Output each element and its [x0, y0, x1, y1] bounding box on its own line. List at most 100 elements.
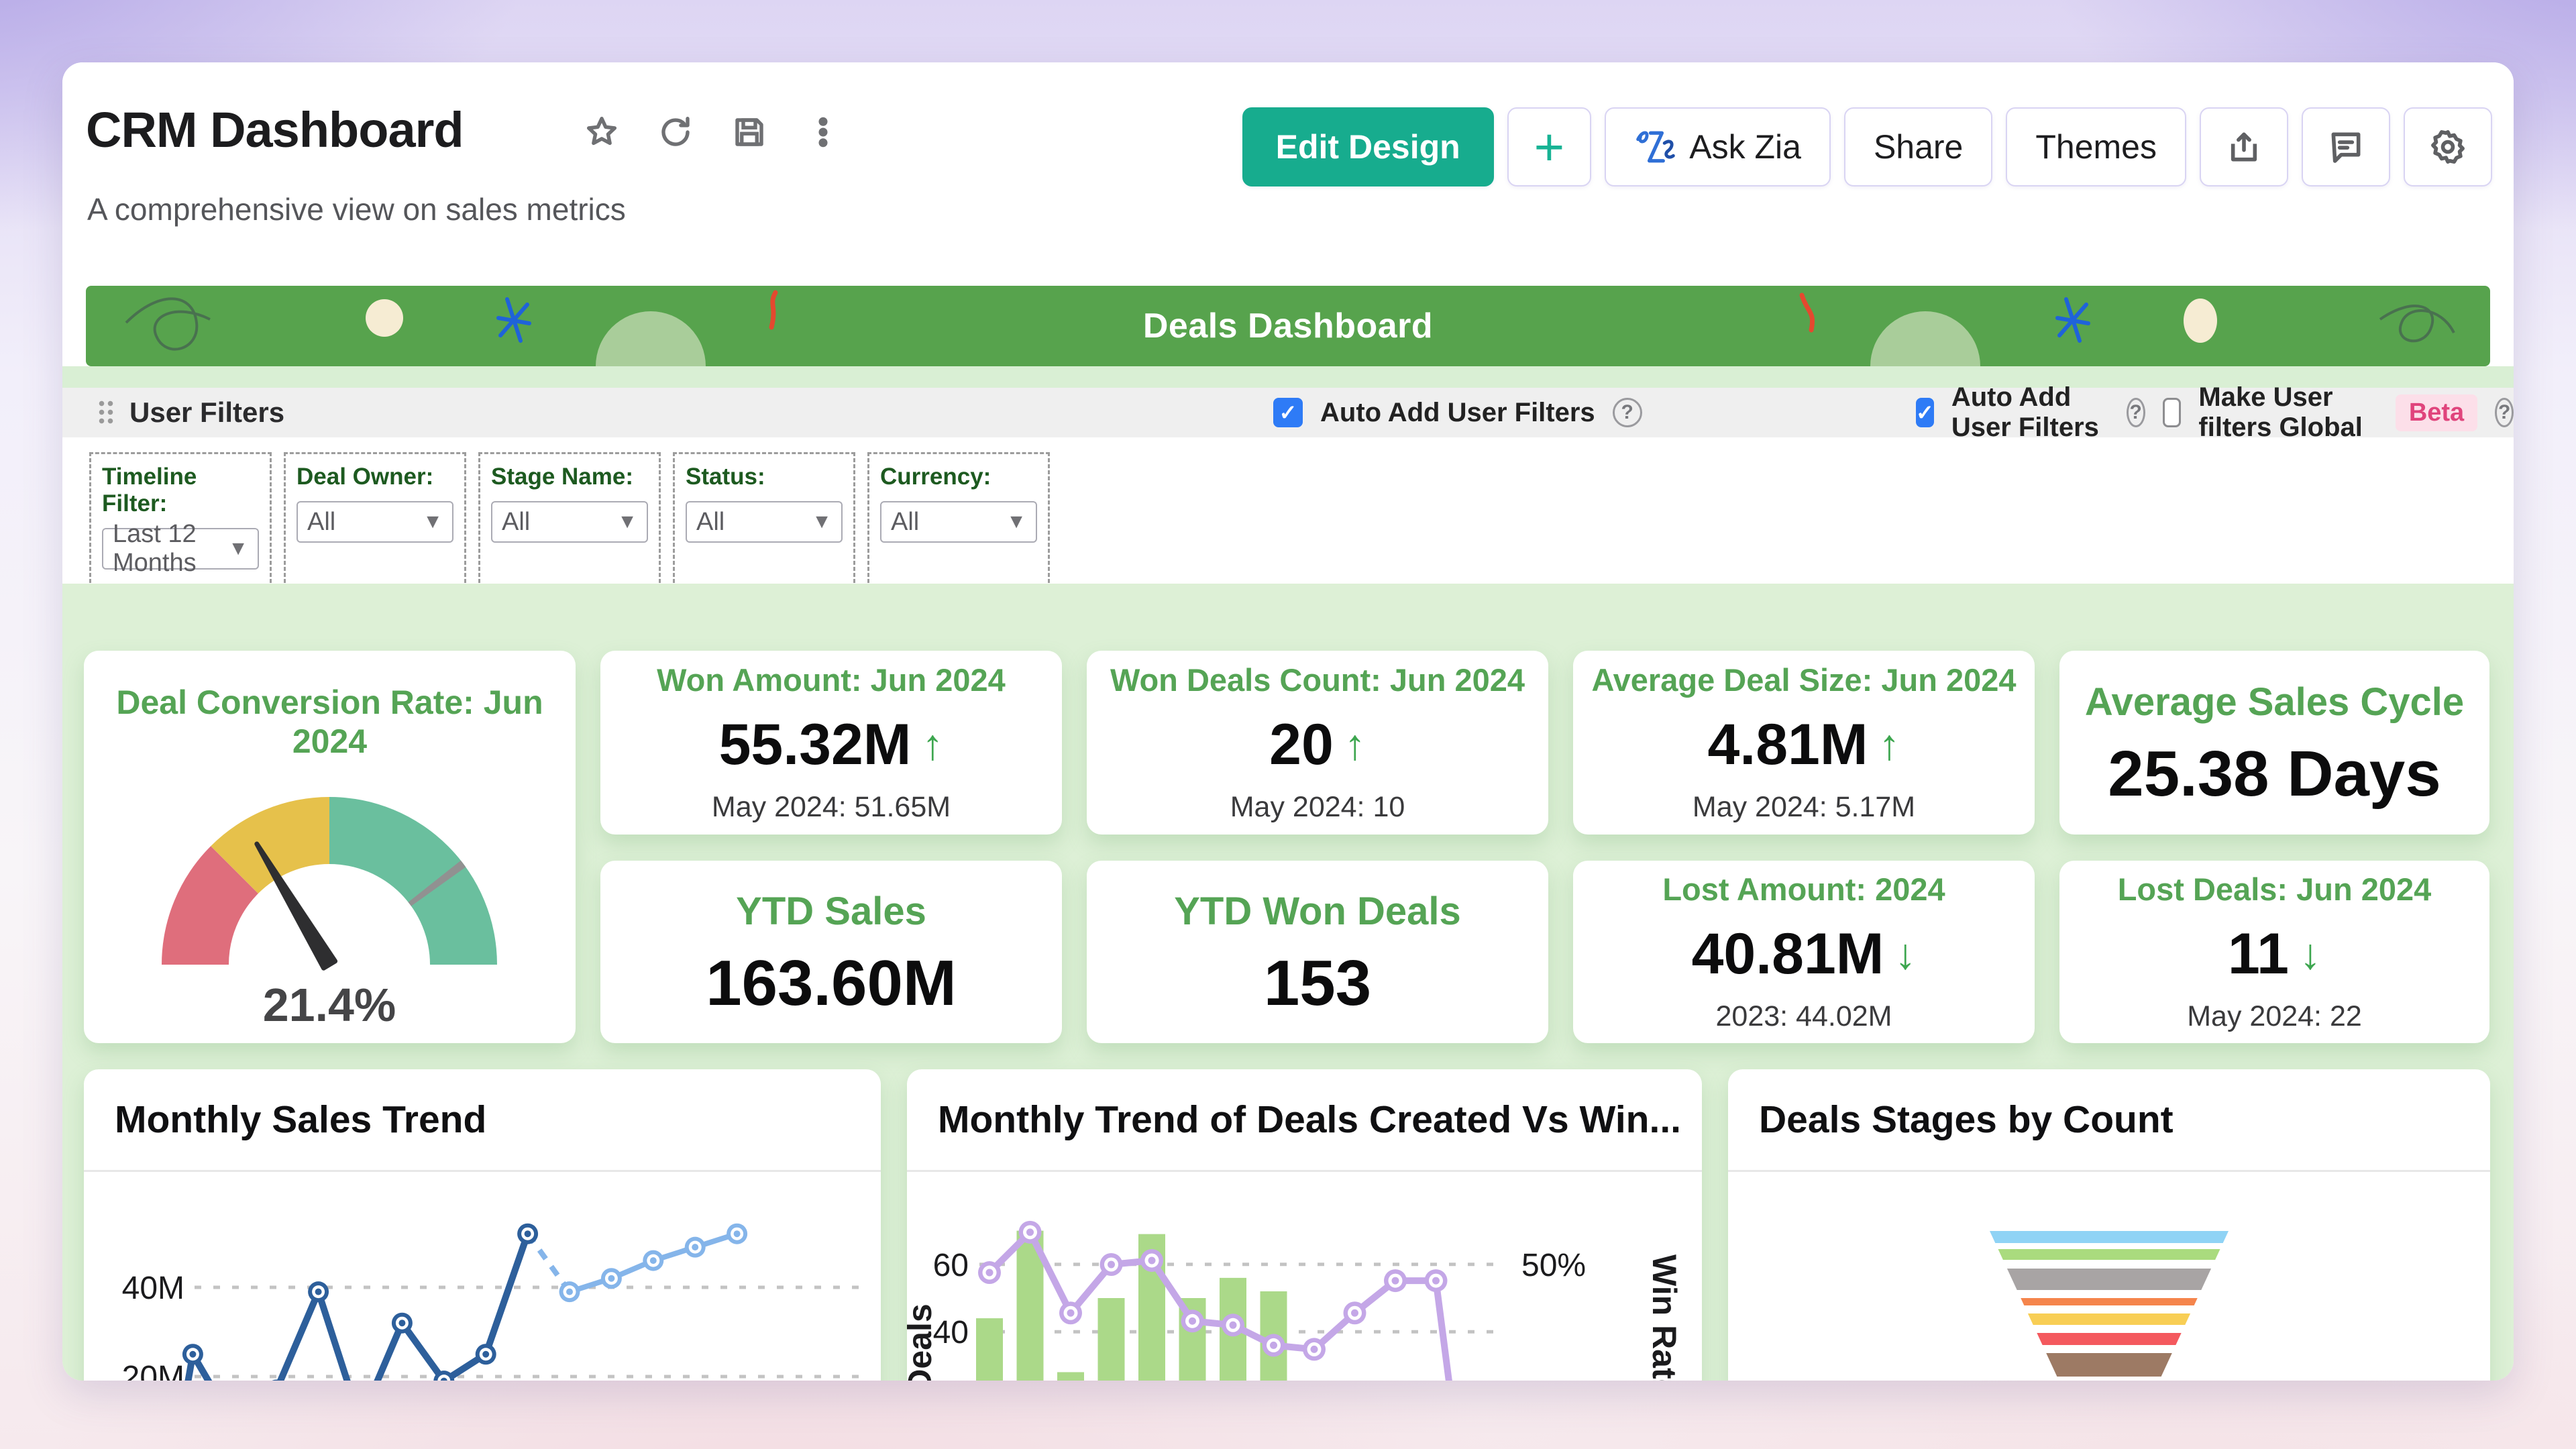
- charts-row: Monthly Sales Trend 40M 20M Monthly Trend…: [84, 1069, 2492, 1381]
- filter-box-4: Currency: All ▼: [867, 452, 1050, 601]
- refresh-icon[interactable]: [656, 113, 695, 152]
- filter-box-1: Deal Owner: All ▼: [284, 452, 466, 601]
- monthly-sales-trend-chart: 40M 20M: [84, 1174, 881, 1381]
- filter-label: Stage Name:: [491, 464, 648, 490]
- header: CRM Dashboard A comprehensive view on sa…: [62, 62, 2514, 286]
- down-arrow-icon: ↓: [2300, 932, 2321, 975]
- filter-select-value: All: [891, 508, 919, 537]
- filter-box-2: Stage Name: All ▼: [478, 452, 661, 601]
- banner-title: Deals Dashboard: [86, 306, 2490, 346]
- auto-add-checkbox-2[interactable]: ✓: [1916, 398, 1934, 427]
- auto-add-label-2: Auto Add User Filters: [1951, 382, 2109, 443]
- deals-stages-funnel-chart: [1728, 1174, 2490, 1381]
- svg-text:40M: 40M: [122, 1271, 184, 1306]
- up-arrow-icon: ↑: [922, 723, 943, 766]
- chevron-down-icon: ▼: [617, 511, 637, 533]
- chart-card-deals-vs-win-rate: Monthly Trend of Deals Created Vs Win...…: [907, 1069, 1702, 1381]
- export-icon: [2225, 128, 2263, 166]
- ask-zia-button[interactable]: Ask Zia: [1605, 107, 1831, 186]
- help-icon-1[interactable]: ?: [1613, 398, 1642, 427]
- svg-text:Win Rate %: Win Rate %: [1646, 1254, 1683, 1381]
- auto-add-filters-group-2: ✓ Auto Add User Filters ? Make User filt…: [1916, 388, 2514, 437]
- kpi-card-ytd-won-deals: YTD Won Deals 153: [1087, 861, 1548, 1043]
- filter-label: Currency:: [880, 464, 1037, 490]
- favorite-star-icon[interactable]: [582, 113, 621, 152]
- up-arrow-icon: ↑: [1344, 723, 1366, 766]
- chart-card-deals-stages-funnel: Deals Stages by Count: [1728, 1069, 2490, 1381]
- filter-select-value: Last 12 Months: [113, 520, 228, 578]
- make-global-checkbox[interactable]: [2163, 398, 2182, 427]
- help-icon-2[interactable]: ?: [2127, 398, 2145, 427]
- filter-select-0[interactable]: Last 12 Months▼: [102, 528, 259, 570]
- filter-select-4[interactable]: All ▼: [880, 501, 1037, 543]
- banner-gap: [62, 366, 2514, 388]
- share-button[interactable]: Share: [1844, 107, 1992, 186]
- kpi-card-deal-conversion-gauge: Deal Conversion Rate: Jun 2024 21.4%: [84, 651, 576, 1043]
- kpi-grid: Deal Conversion Rate: Jun 2024 21.4% Won…: [84, 651, 2492, 1043]
- filter-label: Timeline Filter:: [102, 464, 259, 517]
- chevron-down-icon: ▼: [1006, 511, 1026, 533]
- comments-button[interactable]: [2302, 107, 2390, 186]
- up-arrow-icon: ↑: [1879, 723, 1900, 766]
- svg-text:60: 60: [933, 1248, 969, 1283]
- chart-card-monthly-sales-trend: Monthly Sales Trend 40M 20M: [84, 1069, 881, 1381]
- filter-select-value: All: [502, 508, 530, 537]
- page-subtitle: A comprehensive view on sales metrics: [87, 191, 626, 227]
- kpi-card-average-sales-cycle: Average Sales Cycle 25.38 Days: [2059, 651, 2489, 835]
- svg-text:21.4%: 21.4%: [263, 979, 396, 1031]
- svg-text:20M: 20M: [122, 1360, 184, 1381]
- page-title: CRM Dashboard: [86, 101, 464, 158]
- kpi-card-lost-amount: Lost Amount: 2024 40.81M↓ 2023: 44.02M: [1573, 861, 2035, 1043]
- user-filters-label: User Filters: [97, 396, 284, 429]
- filter-select-1[interactable]: All ▼: [297, 501, 453, 543]
- filter-select-3[interactable]: All ▼: [686, 501, 843, 543]
- auto-add-label-1: Auto Add User Filters: [1320, 398, 1595, 428]
- comment-icon: [2327, 128, 2365, 166]
- auto-add-filters-group-1: ✓ Auto Add User Filters ?: [1273, 388, 1642, 437]
- filter-select-value: All: [307, 508, 335, 537]
- drag-grip-icon[interactable]: [97, 399, 115, 426]
- filter-select-value: All: [696, 508, 724, 537]
- filter-label: Status:: [686, 464, 843, 490]
- chart-title: Monthly Sales Trend: [84, 1069, 881, 1172]
- title-toolbar: [582, 113, 843, 152]
- svg-text:Deals: Deals: [907, 1303, 938, 1381]
- beta-badge: Beta: [2396, 394, 2477, 431]
- chart-title: Monthly Trend of Deals Created Vs Win...: [907, 1069, 1702, 1172]
- make-global-label: Make User filters Global: [2198, 382, 2373, 443]
- edit-design-button[interactable]: Edit Design: [1242, 107, 1494, 186]
- more-options-kebab-icon[interactable]: [804, 113, 843, 152]
- chart-title: Deals Stages by Count: [1728, 1069, 2490, 1172]
- user-filters-strip: User Filters ✓ Auto Add User Filters ? ✓…: [62, 388, 2514, 437]
- themes-button[interactable]: Themes: [2006, 107, 2186, 186]
- kpi-card-average-deal-size: Average Deal Size: Jun 2024 4.81M↑ May 2…: [1573, 651, 2035, 835]
- chevron-down-icon: ▼: [228, 537, 248, 560]
- deals-vs-win-rate-chart: 604020Deals50%Win Rate %: [907, 1174, 1702, 1381]
- conversion-gauge-chart: 21.4%: [84, 651, 576, 1043]
- export-button[interactable]: [2200, 107, 2288, 186]
- filter-box-0: Timeline Filter:Last 12 Months▼: [89, 452, 272, 601]
- zia-logo-icon: [1634, 127, 1677, 166]
- add-button[interactable]: +: [1507, 107, 1592, 186]
- auto-add-checkbox-1[interactable]: ✓: [1273, 398, 1303, 427]
- filter-box-3: Status: All ▼: [673, 452, 855, 601]
- kpi-card-lost-deals: Lost Deals: Jun 2024 11↓ May 2024: 22: [2059, 861, 2489, 1043]
- chevron-down-icon: ▼: [812, 511, 832, 533]
- chevron-down-icon: ▼: [423, 511, 443, 533]
- help-icon-3[interactable]: ?: [2495, 398, 2514, 427]
- down-arrow-icon: ↓: [1894, 932, 1916, 975]
- kpi-card-won-amount: Won Amount: Jun 2024 55.32M↑ May 2024: 5…: [600, 651, 1062, 835]
- filter-select-2[interactable]: All ▼: [491, 501, 648, 543]
- dashboard-panel: CRM Dashboard A comprehensive view on sa…: [62, 62, 2514, 1381]
- kpi-card-won-deals-count: Won Deals Count: Jun 2024 20↑ May 2024: …: [1087, 651, 1548, 835]
- kpi-card-ytd-sales: YTD Sales 163.60M: [600, 861, 1062, 1043]
- deals-dashboard-banner: Deals Dashboard: [86, 286, 2490, 366]
- settings-button[interactable]: [2404, 107, 2492, 186]
- gear-icon: [2429, 128, 2467, 166]
- header-actions: Edit Design + Ask Zia Share Themes: [1242, 107, 2492, 186]
- filter-boxes: Timeline Filter:Last 12 Months▼Deal Owne…: [89, 452, 1050, 601]
- save-icon[interactable]: [730, 113, 769, 152]
- svg-text:50%: 50%: [1521, 1248, 1586, 1283]
- filter-label: Deal Owner:: [297, 464, 453, 490]
- dashboard-content: Deal Conversion Rate: Jun 2024 21.4% Won…: [62, 584, 2514, 1381]
